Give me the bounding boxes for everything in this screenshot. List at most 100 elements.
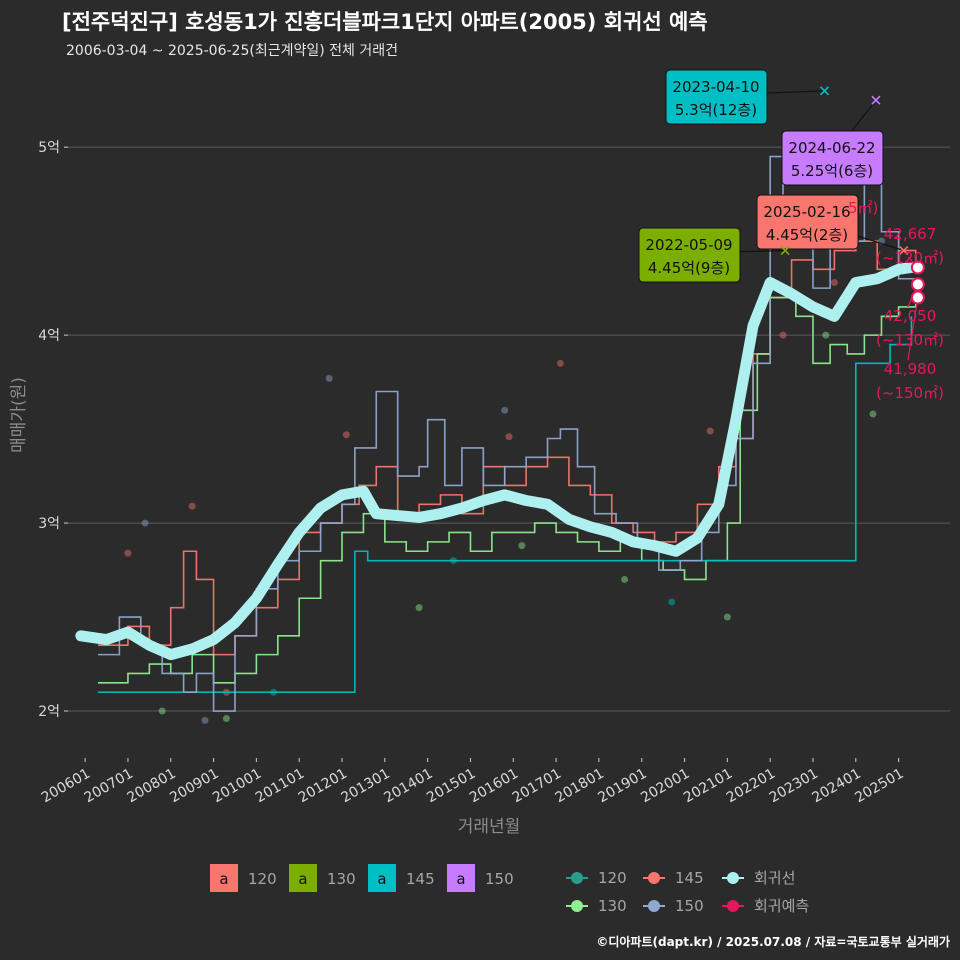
legend-dot-회귀예측 xyxy=(727,900,739,912)
x-tick-label: 202401 xyxy=(810,766,864,807)
scatter-point-120 xyxy=(556,359,564,367)
x-tick-label: 201201 xyxy=(296,766,350,807)
prediction-area: (~120㎡) xyxy=(876,249,944,267)
legend-key-glyph: a xyxy=(298,870,307,888)
legend-line-label: 150 xyxy=(675,897,704,915)
prediction-point xyxy=(910,277,925,292)
scatter-point-130 xyxy=(822,331,830,339)
x-tick-label: 200701 xyxy=(82,766,136,807)
legend-key-130 xyxy=(289,864,317,892)
prediction-layer: 42,667 (~120㎡) 42,050 (~130㎡) 41,980 (~150㎡) xyxy=(876,225,944,402)
scatter-point-120 xyxy=(124,549,132,557)
legend-dot-120 xyxy=(571,872,583,884)
callout-price: 4.45억(2층) xyxy=(766,226,848,244)
x-tick-label: 201701 xyxy=(510,766,564,807)
legend-dot-150 xyxy=(648,900,660,912)
prediction-value: 42,050 xyxy=(884,307,937,325)
scatter-point-150 xyxy=(141,519,149,527)
series-line-145 xyxy=(97,316,913,694)
callout-price: 5.25억(6층) xyxy=(791,162,873,180)
regression-line xyxy=(75,261,917,661)
callout-box xyxy=(781,130,884,186)
regression-layer xyxy=(75,261,917,661)
scatter-point-120 xyxy=(342,431,350,439)
legend-key-glyph: a xyxy=(377,870,386,888)
callout-marker xyxy=(780,245,790,256)
callout-marker xyxy=(899,245,909,256)
legend-key-150 xyxy=(447,864,475,892)
callout-layer: 2023-04-10 5.3억(12층) 2024-06-22 5.25억(6층) 20… xyxy=(638,69,909,283)
y-tick-label: 4억 xyxy=(38,328,60,344)
legend-dot-145 xyxy=(648,872,660,884)
legend-line-label: 회귀선 xyxy=(754,869,795,887)
x-tick-label: 200601 xyxy=(39,766,93,807)
x-tick-label: 201101 xyxy=(253,766,307,807)
legend-key-145 xyxy=(368,864,396,892)
scatter-point-130 xyxy=(518,542,526,550)
scatter-point-120 xyxy=(505,433,513,441)
callout-marker xyxy=(819,86,830,96)
legend-dot-회귀선 xyxy=(727,872,739,884)
legend-key-glyph: a xyxy=(219,870,228,888)
callout-marker xyxy=(871,95,881,105)
scatter-point-130 xyxy=(415,604,423,612)
legend-label-150: 150 xyxy=(485,870,514,888)
callout-box xyxy=(756,194,859,250)
prediction-area: (~150㎡) xyxy=(876,384,944,402)
legend-label-120: 120 xyxy=(248,870,277,888)
x-tick-label: 202301 xyxy=(767,766,821,807)
callout-box xyxy=(638,227,741,283)
scatter-point-130 xyxy=(869,410,877,418)
x-tick-label: 201801 xyxy=(553,766,607,807)
scatter-point-130 xyxy=(723,613,731,621)
legend-label-145: 145 xyxy=(406,870,435,888)
x-tick-label: 201501 xyxy=(424,766,478,807)
legend-line-label: 회귀예측 xyxy=(754,897,809,915)
legend-line-label: 130 xyxy=(598,897,627,915)
x-tick-label: 200801 xyxy=(124,766,178,807)
scatter-point-130 xyxy=(158,707,166,715)
scatter-point-120 xyxy=(830,278,838,286)
scatter-point-150 xyxy=(501,406,509,414)
prediction-value: 42,667 xyxy=(884,225,937,243)
x-tick-label: 200901 xyxy=(167,766,221,807)
legend-key-120 xyxy=(210,864,238,892)
x-tick-label: 202501 xyxy=(852,766,906,807)
y-axis-title: 매매가(원) xyxy=(9,377,29,453)
x-tick-label: 201401 xyxy=(381,766,435,807)
x-tick-label: 201601 xyxy=(467,766,521,807)
series-line-120 xyxy=(97,240,917,656)
prediction-point xyxy=(910,260,925,275)
callout-date: 2022-05-09 xyxy=(645,236,732,254)
source-credit: ©디아파트(dapt.kr) / 2025.07.08 / 자료=국토교통부 실… xyxy=(596,935,950,949)
series-line-130 xyxy=(97,296,917,684)
callout-date: 2025-02-16 xyxy=(763,203,850,221)
x-tick-label: 201301 xyxy=(339,766,393,807)
y-tick-label: 3억 xyxy=(38,516,60,532)
prediction-value: 41,980 xyxy=(884,360,937,378)
callout-price: 5.3억(12층) xyxy=(675,101,757,119)
legend-label-130: 130 xyxy=(327,870,356,888)
scatter-point-120 xyxy=(779,331,787,339)
x-tick-label: 202101 xyxy=(681,766,735,807)
prediction-leader xyxy=(907,297,919,361)
scatter-point-150 xyxy=(325,374,333,382)
y-tick-label: 5억 xyxy=(38,140,60,156)
obscured-label-fragment: 5㎡) xyxy=(848,199,878,217)
callout-price: 4.45억(9층) xyxy=(648,259,730,277)
legend-line-label: 120 xyxy=(598,869,627,887)
scatter-point-145 xyxy=(668,598,676,606)
scatter-point-130 xyxy=(621,575,629,583)
x-tick-label: 201901 xyxy=(595,766,649,807)
y-tick-label: 2억 xyxy=(38,704,60,720)
x-tick-label: 202201 xyxy=(724,766,778,807)
chart-title: [전주덕진구] 호성동1가 진흥더블파크1단지 아파트(2005) 회귀선 예측 xyxy=(62,10,708,34)
legend-key-glyph: a xyxy=(456,870,465,888)
scatter-point-130 xyxy=(222,715,230,723)
callout-date: 2024-06-22 xyxy=(788,139,875,157)
callout-date: 2023-04-10 xyxy=(672,78,759,96)
scatter-point-150 xyxy=(201,716,209,724)
legend: a 120 a 130 a 145 a 150 120 145 회귀선 130 150 회귀예측 xyxy=(210,864,809,915)
prediction-area: (~130㎡) xyxy=(876,331,944,349)
